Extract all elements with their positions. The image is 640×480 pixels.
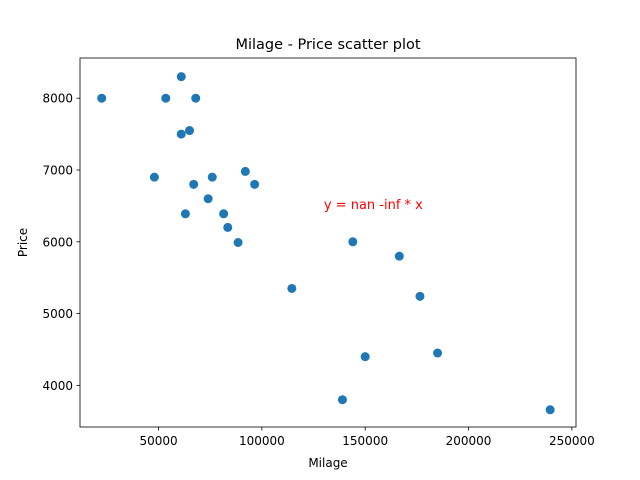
data-point (250, 179, 260, 189)
data-point (433, 348, 443, 358)
data-point (348, 237, 358, 247)
y-tick-label: 5000 (42, 307, 73, 321)
data-point (360, 352, 370, 362)
x-tick-label: 150000 (342, 434, 388, 448)
x-axis-ticks: 50000 100000 150000 200000 250000 (139, 427, 595, 448)
data-point (161, 93, 171, 103)
data-point (415, 291, 425, 301)
data-point (180, 209, 190, 219)
data-point (97, 93, 107, 103)
chart-title: Milage - Price scatter plot (235, 37, 420, 53)
data-point (337, 395, 347, 405)
data-points (97, 72, 555, 415)
y-axis-ticks: 4000 5000 6000 7000 8000 (42, 92, 80, 393)
data-point (287, 283, 297, 293)
data-point (207, 172, 217, 182)
data-point (176, 72, 186, 82)
x-tick-label: 250000 (549, 434, 595, 448)
data-point (219, 209, 229, 219)
data-point (223, 222, 233, 232)
plot-area-frame (79, 57, 577, 428)
y-axis-label: Price (16, 228, 30, 257)
data-point (189, 179, 199, 189)
data-point (233, 238, 243, 247)
data-point (240, 166, 250, 176)
data-point (394, 251, 404, 261)
data-point (203, 194, 213, 204)
y-tick-label: 6000 (42, 235, 73, 249)
x-tick-label: 100000 (239, 434, 285, 448)
y-tick-label: 7000 (42, 163, 73, 177)
regression-annotation: y = nan -inf * x (324, 198, 423, 213)
data-point (176, 129, 186, 139)
data-point (149, 172, 159, 182)
x-tick-label: 50000 (139, 434, 177, 448)
data-point (545, 405, 555, 415)
data-point (191, 93, 201, 103)
y-tick-label: 4000 (42, 379, 73, 393)
data-point (185, 126, 195, 136)
y-tick-label: 8000 (42, 92, 73, 106)
x-axis-label: Milage (308, 456, 347, 470)
annotations: y = nan -inf * x (324, 198, 423, 213)
x-tick-label: 200000 (446, 434, 492, 448)
